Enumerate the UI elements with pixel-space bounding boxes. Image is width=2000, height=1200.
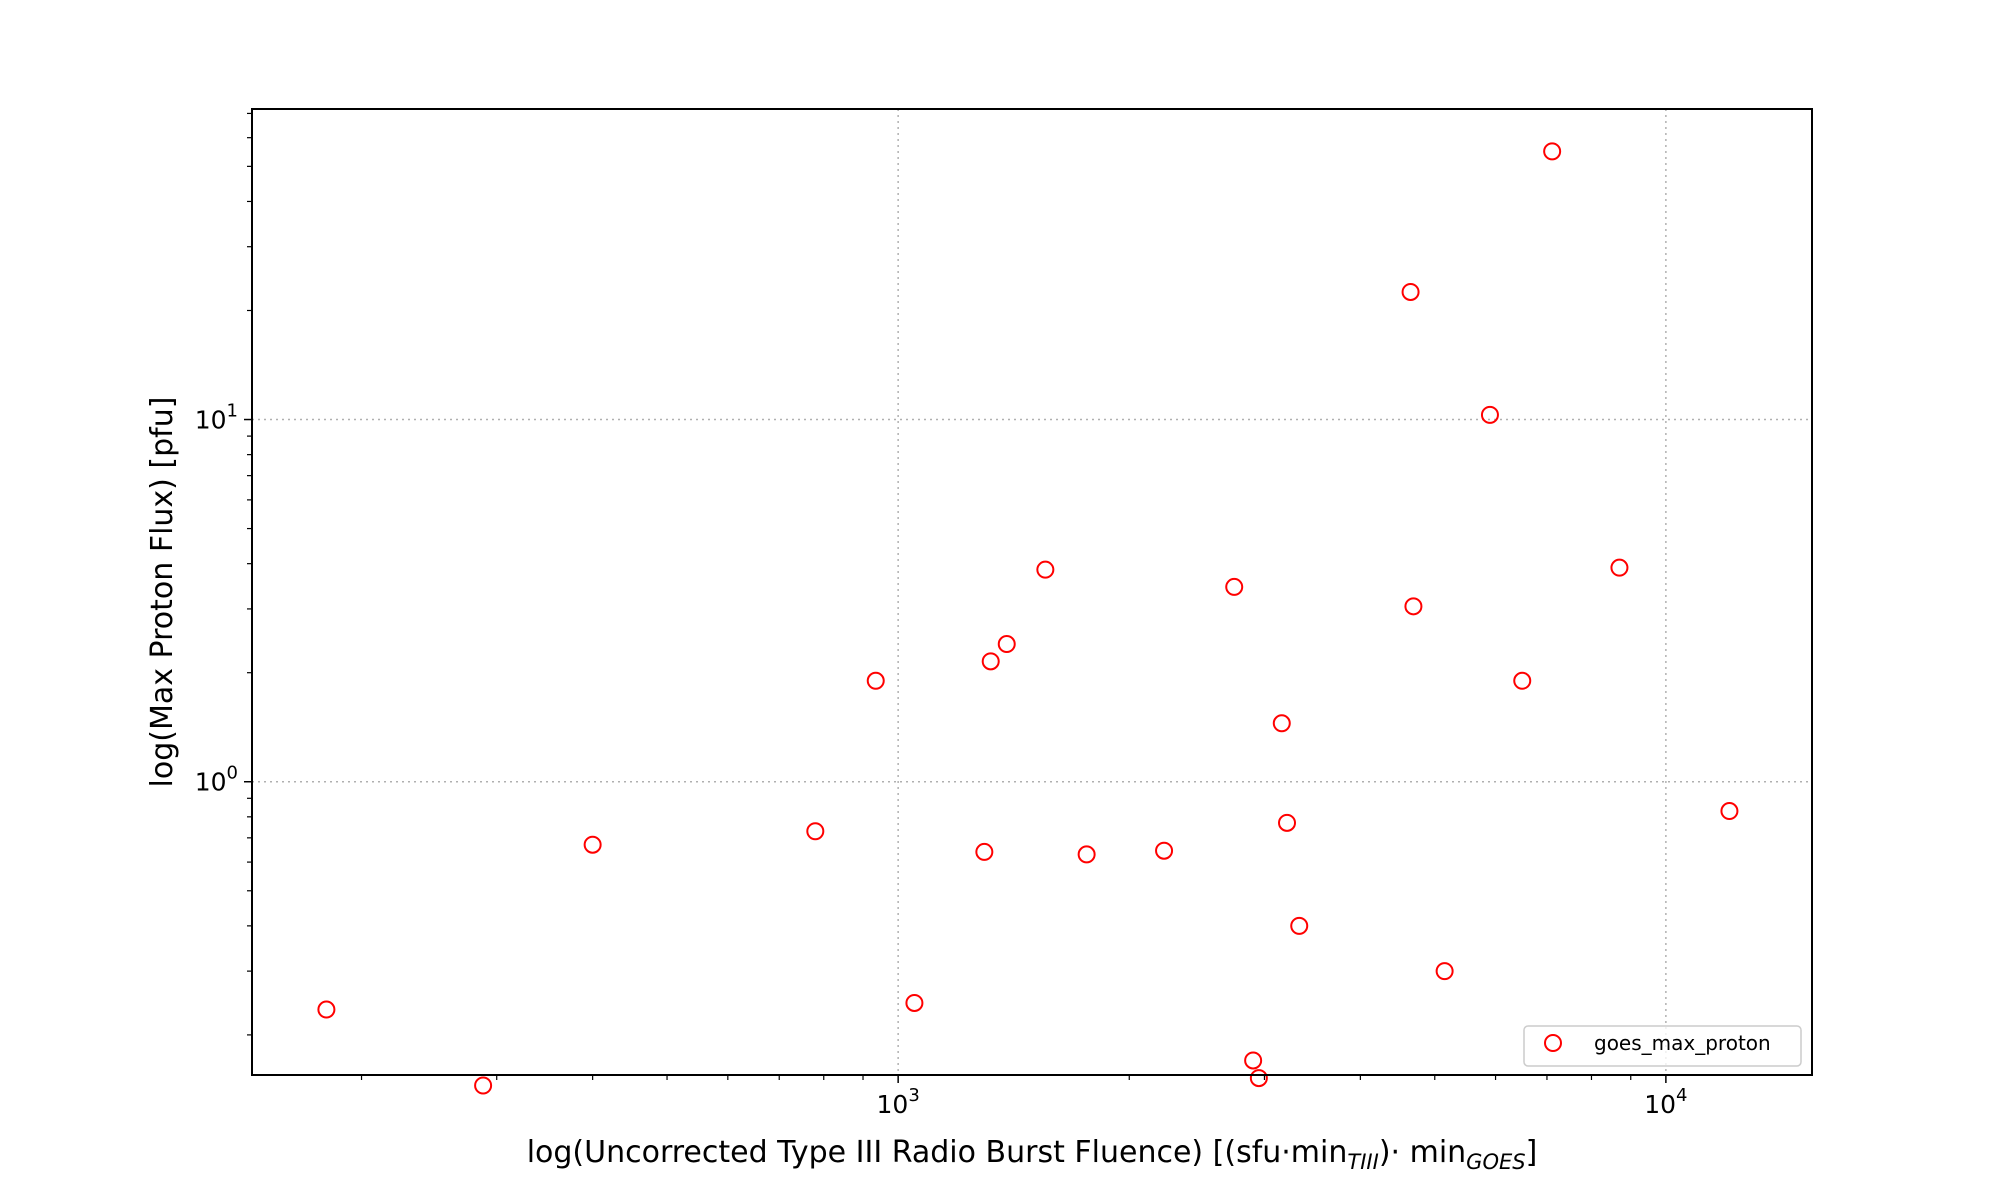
data-point bbox=[1543, 142, 1562, 161]
major-ticks bbox=[244, 418, 1667, 1083]
minor-ticks bbox=[247, 112, 1632, 1080]
y-tick-label: 100 bbox=[195, 763, 238, 797]
data-point bbox=[1249, 1069, 1268, 1088]
data-points bbox=[317, 142, 1739, 1095]
data-point bbox=[997, 635, 1016, 654]
data-point bbox=[1513, 671, 1532, 690]
data-point bbox=[1036, 560, 1055, 579]
data-point bbox=[1290, 916, 1309, 935]
x-tick-label: 104 bbox=[1644, 1085, 1687, 1119]
data-point bbox=[1155, 841, 1174, 860]
y-axis-label: log(Max Proton Flux) [pfu] bbox=[145, 397, 180, 788]
x-tick-label: 103 bbox=[877, 1085, 920, 1119]
y-tick-label: 101 bbox=[195, 401, 238, 435]
data-point bbox=[474, 1076, 493, 1095]
data-point bbox=[905, 993, 924, 1012]
data-point bbox=[1272, 714, 1291, 733]
data-point bbox=[1225, 577, 1244, 596]
data-point bbox=[806, 822, 825, 841]
data-point bbox=[583, 835, 602, 854]
data-point bbox=[1435, 962, 1454, 981]
data-point bbox=[981, 652, 1000, 671]
data-point bbox=[1278, 813, 1297, 832]
legend-marker bbox=[1544, 1034, 1562, 1052]
data-point bbox=[975, 842, 994, 861]
tick-labels: 103 104 100 101 bbox=[195, 401, 1688, 1119]
data-point bbox=[1077, 845, 1096, 864]
legend-box bbox=[1523, 1025, 1802, 1067]
data-point bbox=[1610, 558, 1629, 577]
x-axis-label: log(Uncorrected Type III Radio Burst Flu… bbox=[527, 1135, 1538, 1174]
data-point bbox=[1404, 597, 1423, 616]
grid-lines bbox=[252, 109, 1812, 1075]
legend: goes_max_proton bbox=[1523, 1025, 1802, 1067]
data-point bbox=[1244, 1051, 1263, 1070]
data-point bbox=[1480, 405, 1499, 424]
plot-area-frame bbox=[251, 108, 1813, 1076]
data-point bbox=[1401, 282, 1420, 301]
legend-label: goes_max_proton bbox=[1594, 1031, 1771, 1055]
data-point bbox=[317, 1000, 336, 1019]
data-point bbox=[1720, 802, 1739, 821]
data-point bbox=[866, 671, 885, 690]
